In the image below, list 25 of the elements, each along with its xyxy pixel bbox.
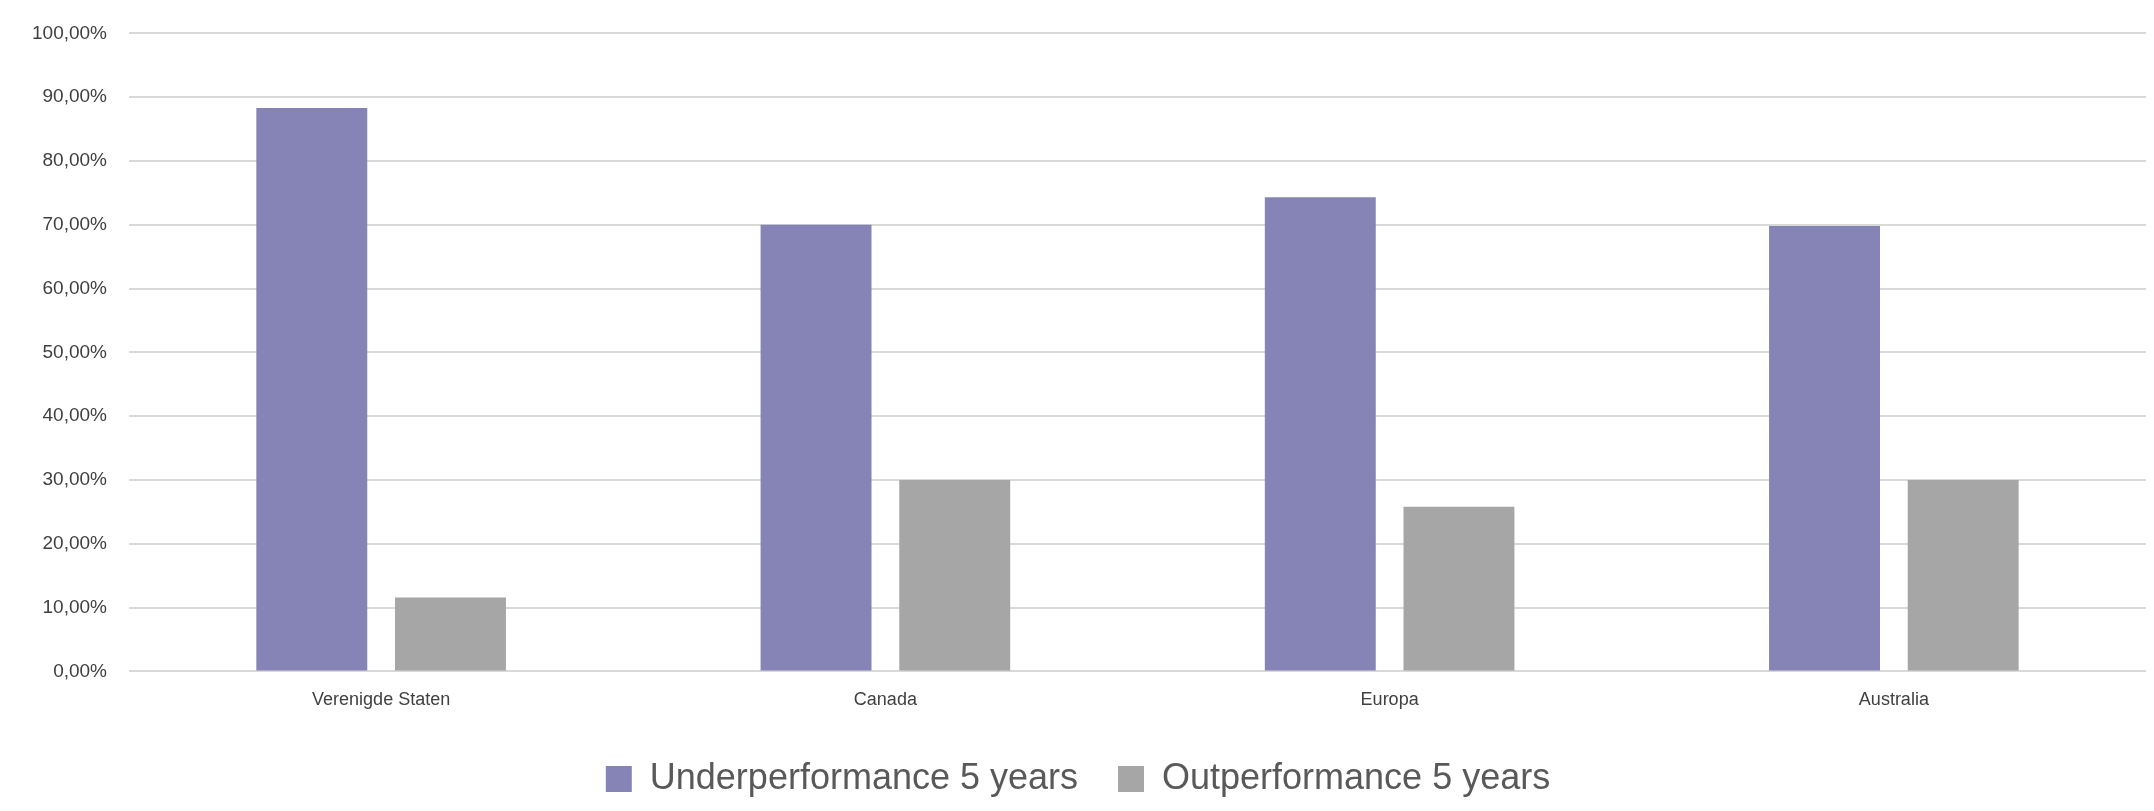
legend-label: Outperformance 5 years — [1162, 755, 1551, 797]
y-tick-label: 100,00% — [31, 21, 108, 43]
bar — [1264, 197, 1376, 671]
bar — [256, 108, 368, 671]
x-tick-label: Canada — [853, 689, 918, 710]
y-tick-label: 20,00% — [42, 532, 108, 554]
y-tick-label: 10,00% — [42, 595, 108, 617]
y-tick-label: 70,00% — [42, 213, 108, 235]
bar — [1403, 506, 1515, 671]
y-tick-label: 40,00% — [42, 404, 108, 426]
y-tick-label: 60,00% — [42, 276, 108, 298]
bar — [395, 597, 506, 671]
y-tick-label: 80,00% — [42, 149, 108, 171]
y-tick-label: 30,00% — [42, 468, 108, 490]
bar — [1907, 480, 2019, 671]
x-tick-label: Europa — [1360, 689, 1420, 710]
x-tick-label: Australia — [1858, 689, 1930, 710]
bar — [760, 224, 872, 671]
x-tick-label: Verenigde Staten — [312, 689, 451, 710]
bar — [899, 480, 1011, 671]
legend-label: Underperformance 5 years — [649, 755, 1079, 797]
y-tick-label: 90,00% — [42, 85, 108, 107]
y-tick-label: 50,00% — [42, 340, 108, 362]
y-tick-label: 0,00% — [53, 659, 108, 681]
bar — [1769, 226, 1881, 671]
